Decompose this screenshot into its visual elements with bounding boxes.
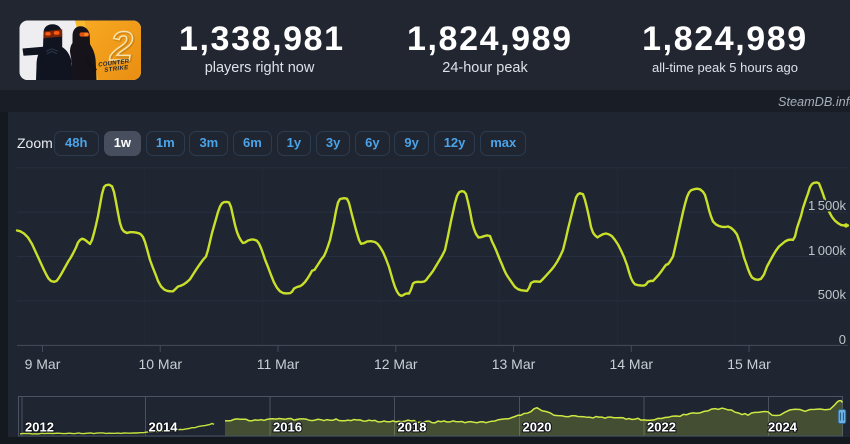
svg-text:15 Mar: 15 Mar (727, 356, 771, 372)
svg-text:2016: 2016 (273, 420, 302, 435)
svg-text:12 Mar: 12 Mar (374, 356, 418, 372)
svg-text:10 Mar: 10 Mar (138, 356, 182, 372)
svg-text:2: 2 (110, 24, 134, 70)
svg-text:STRIKE: STRIKE (104, 65, 130, 74)
svg-text:2024: 2024 (768, 420, 798, 435)
svg-text:14 Mar: 14 Mar (609, 356, 653, 372)
svg-text:13 Mar: 13 Mar (492, 356, 536, 372)
svg-text:1 500k: 1 500k (808, 198, 847, 213)
svg-text:11 Mar: 11 Mar (257, 356, 300, 372)
svg-text:0: 0 (839, 332, 846, 347)
svg-text:2014: 2014 (149, 420, 179, 435)
svg-text:2022: 2022 (647, 420, 676, 435)
svg-text:2018: 2018 (398, 420, 427, 435)
svg-text:500k: 500k (818, 287, 847, 302)
svg-text:2: 2 (109, 23, 133, 69)
svg-text:2012: 2012 (25, 420, 54, 435)
svg-text:1 000k: 1 000k (808, 243, 847, 258)
svg-text:COUNTER: COUNTER (98, 59, 130, 69)
svg-text:2020: 2020 (523, 420, 552, 435)
svg-text:9 Mar: 9 Mar (25, 356, 61, 372)
